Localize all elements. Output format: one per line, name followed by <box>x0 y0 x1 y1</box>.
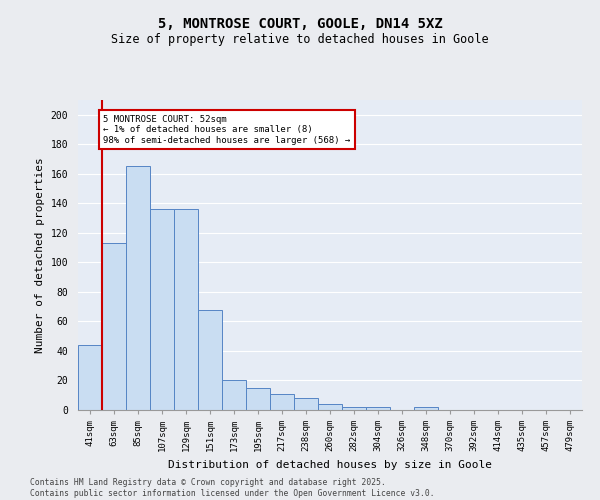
Bar <box>78 345 102 410</box>
Text: Size of property relative to detached houses in Goole: Size of property relative to detached ho… <box>111 32 489 46</box>
Bar <box>414 407 438 410</box>
Bar <box>246 388 270 410</box>
Y-axis label: Number of detached properties: Number of detached properties <box>35 157 45 353</box>
Bar <box>294 398 318 410</box>
Bar <box>366 407 390 410</box>
Bar <box>318 404 342 410</box>
Bar <box>102 243 126 410</box>
Text: 5, MONTROSE COURT, GOOLE, DN14 5XZ: 5, MONTROSE COURT, GOOLE, DN14 5XZ <box>158 18 442 32</box>
Bar <box>126 166 150 410</box>
Bar <box>150 209 174 410</box>
Bar <box>342 407 366 410</box>
Bar <box>270 394 294 410</box>
Bar <box>222 380 246 410</box>
Bar <box>174 209 198 410</box>
X-axis label: Distribution of detached houses by size in Goole: Distribution of detached houses by size … <box>168 460 492 469</box>
Text: 5 MONTROSE COURT: 52sqm
← 1% of detached houses are smaller (8)
98% of semi-deta: 5 MONTROSE COURT: 52sqm ← 1% of detached… <box>103 115 350 144</box>
Bar <box>198 310 222 410</box>
Text: Contains HM Land Registry data © Crown copyright and database right 2025.
Contai: Contains HM Land Registry data © Crown c… <box>30 478 434 498</box>
